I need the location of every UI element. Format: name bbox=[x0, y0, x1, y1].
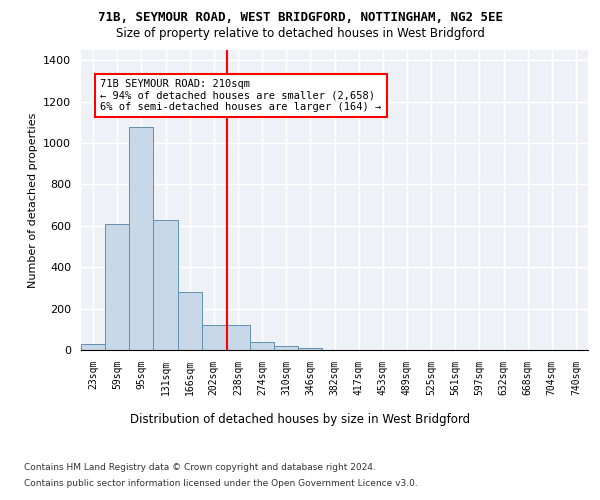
Bar bbox=[298, 348, 322, 350]
Bar bbox=[105, 224, 129, 350]
Bar bbox=[202, 325, 226, 350]
Bar bbox=[129, 126, 154, 350]
Text: Distribution of detached houses by size in West Bridgford: Distribution of detached houses by size … bbox=[130, 412, 470, 426]
Text: Contains HM Land Registry data © Crown copyright and database right 2024.: Contains HM Land Registry data © Crown c… bbox=[24, 462, 376, 471]
Bar bbox=[81, 344, 105, 350]
Text: 71B, SEYMOUR ROAD, WEST BRIDGFORD, NOTTINGHAM, NG2 5EE: 71B, SEYMOUR ROAD, WEST BRIDGFORD, NOTTI… bbox=[97, 11, 503, 24]
Text: 71B SEYMOUR ROAD: 210sqm
← 94% of detached houses are smaller (2,658)
6% of semi: 71B SEYMOUR ROAD: 210sqm ← 94% of detach… bbox=[100, 79, 382, 112]
Bar bbox=[250, 342, 274, 350]
Text: Contains public sector information licensed under the Open Government Licence v3: Contains public sector information licen… bbox=[24, 479, 418, 488]
Y-axis label: Number of detached properties: Number of detached properties bbox=[28, 112, 38, 288]
Bar bbox=[178, 292, 202, 350]
Bar bbox=[226, 325, 250, 350]
Bar bbox=[274, 346, 298, 350]
Bar bbox=[154, 220, 178, 350]
Text: Size of property relative to detached houses in West Bridgford: Size of property relative to detached ho… bbox=[116, 28, 484, 40]
